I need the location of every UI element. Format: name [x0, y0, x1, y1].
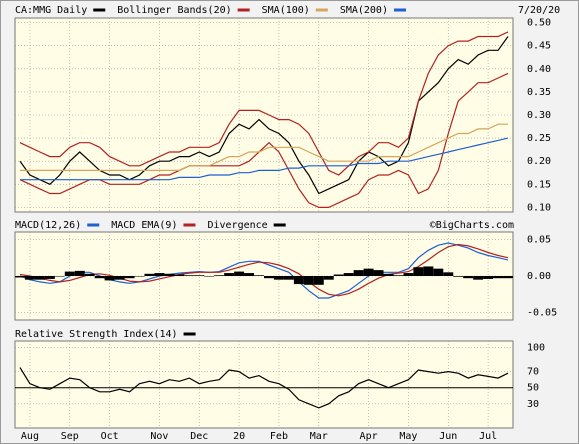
x-tick-label: Feb [270, 431, 288, 442]
divergence-bar [503, 276, 513, 279]
divergence-bar [34, 276, 45, 280]
divergence-bar [443, 272, 454, 276]
divergence-bar [224, 273, 235, 276]
y-tick-label: 70 [527, 367, 539, 378]
legend-label: MACD EMA(9) [111, 220, 177, 231]
y-tick-label: 100 [527, 342, 545, 353]
x-tick-label: Nov [150, 431, 168, 442]
divergence-bar [144, 273, 155, 276]
divergence-bar [363, 268, 374, 276]
legend-label: Relative Strength Index(14) [15, 329, 178, 340]
legend-label: SMA(100) [262, 5, 310, 16]
y-tick-label: 0.20 [527, 156, 551, 167]
credit: ©BigCharts.com [430, 220, 514, 231]
y-tick-label: 0.45 [527, 41, 551, 52]
series-line [19, 367, 509, 409]
series-line [19, 36, 509, 195]
divergence-bar [204, 276, 215, 277]
x-tick-label: Dec [190, 431, 208, 442]
legend-label: Bollinger Bands(20) [117, 5, 231, 16]
divergence-bar [293, 276, 304, 285]
band-lower [19, 72, 509, 208]
y-tick-label: -0.05 [527, 308, 557, 319]
band-upper [19, 31, 509, 176]
divergence-bar [403, 273, 414, 276]
divergence-bar [383, 273, 394, 276]
legend-label: Divergence [207, 220, 267, 231]
divergence-bar [174, 274, 185, 276]
series-line [20, 123, 508, 171]
divergence-bar [483, 276, 494, 279]
divergence-bar [463, 276, 474, 279]
legend-label: CA:MMG Daily [15, 5, 87, 16]
divergence-bar [313, 276, 324, 285]
divergence-bar [184, 275, 195, 276]
legend-label: MACD(12,26) [15, 220, 81, 231]
divergence-bar [423, 266, 434, 276]
x-tick-label: Oct [101, 431, 119, 442]
divergence-bar [413, 267, 424, 276]
divergence-bar [154, 273, 165, 276]
x-tick-label: Jun [439, 431, 457, 442]
x-tick-label: Jul [479, 431, 497, 442]
divergence-bar [353, 270, 364, 276]
divergence-bar [214, 275, 225, 276]
y-tick-label: 0.25 [527, 133, 551, 144]
divergence-bar [84, 273, 95, 276]
x-tick-label: Aug [21, 431, 39, 442]
x-tick-label: Apr [360, 431, 378, 442]
y-tick-label: 0.35 [527, 87, 551, 98]
divergence-bar [134, 276, 145, 277]
series-line [19, 243, 509, 297]
divergence-bar [244, 273, 255, 276]
divergence-bar [24, 276, 35, 280]
y-tick-label: 0.00 [527, 271, 551, 282]
divergence-bar [393, 275, 404, 276]
divergence-bar [74, 270, 85, 276]
y-tick-label: 0.15 [527, 179, 551, 190]
x-tick-label: Sep [61, 431, 79, 442]
divergence-bar [15, 276, 25, 278]
divergence-bar [333, 274, 344, 276]
divergence-bar [303, 276, 314, 285]
series-line [20, 137, 509, 181]
divergence-bar [44, 276, 55, 279]
divergence-bar [323, 276, 334, 280]
divergence-bar [453, 276, 464, 277]
y-tick-label: 50 [527, 383, 539, 394]
divergence-bar [64, 271, 75, 276]
y-tick-label: 0.10 [527, 202, 551, 213]
divergence-bar [234, 271, 245, 276]
y-tick-label: 0.05 [527, 234, 551, 245]
divergence-bar [433, 268, 444, 276]
divergence-bar [194, 275, 205, 276]
divergence-bar [104, 276, 115, 281]
divergence-bar [493, 276, 504, 279]
y-tick-label: 0.40 [527, 64, 551, 75]
divergence-bar [124, 276, 135, 279]
x-tick-label: Mar [310, 431, 328, 442]
divergence-bar [283, 276, 294, 280]
divergence-bar [54, 276, 65, 277]
x-tick-label: May [399, 431, 417, 442]
x-tick-label: 20 [233, 431, 245, 442]
y-tick-label: 0.50 [527, 18, 551, 29]
date: 7/20/20 [518, 5, 560, 16]
divergence-bar [473, 276, 484, 280]
divergence-bar [254, 275, 264, 276]
divergence-bar [373, 270, 384, 276]
y-tick-label: 30 [527, 399, 539, 410]
divergence-bar [264, 276, 274, 279]
divergence-bar [343, 273, 354, 276]
plot-area [14, 340, 514, 429]
y-tick-label: 0.30 [527, 110, 551, 121]
divergence-bar [164, 273, 175, 276]
divergence-bar [94, 276, 105, 279]
divergence-bar [114, 276, 125, 280]
divergence-bar [273, 276, 284, 280]
legend-label: SMA(200) [340, 5, 388, 16]
